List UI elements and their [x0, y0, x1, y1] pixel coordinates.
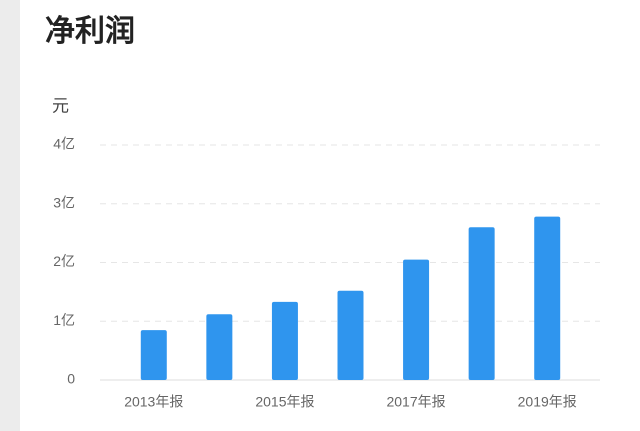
y-tick-label: 2亿: [53, 253, 75, 269]
y-tick-label: 1亿: [53, 312, 75, 328]
bar: [140, 330, 167, 380]
bar: [271, 301, 298, 380]
bar: [534, 216, 561, 380]
x-tick-label: 2015年报: [255, 394, 314, 410]
x-tick-label: 2019年报: [518, 394, 577, 410]
chart-title: 净利润: [45, 14, 135, 48]
bar: [468, 227, 495, 380]
y-tick-label: 0: [67, 371, 75, 387]
bar: [206, 314, 233, 380]
bar: [337, 290, 364, 380]
y-tick-label: 4亿: [53, 136, 75, 152]
x-tick-label: 2013年报: [124, 394, 183, 410]
y-tick-label: 3亿: [53, 194, 75, 210]
side-strip: [0, 0, 20, 431]
bar: [403, 259, 430, 380]
x-tick-label: 2017年报: [386, 394, 445, 410]
y-axis-label: 元: [52, 96, 69, 115]
